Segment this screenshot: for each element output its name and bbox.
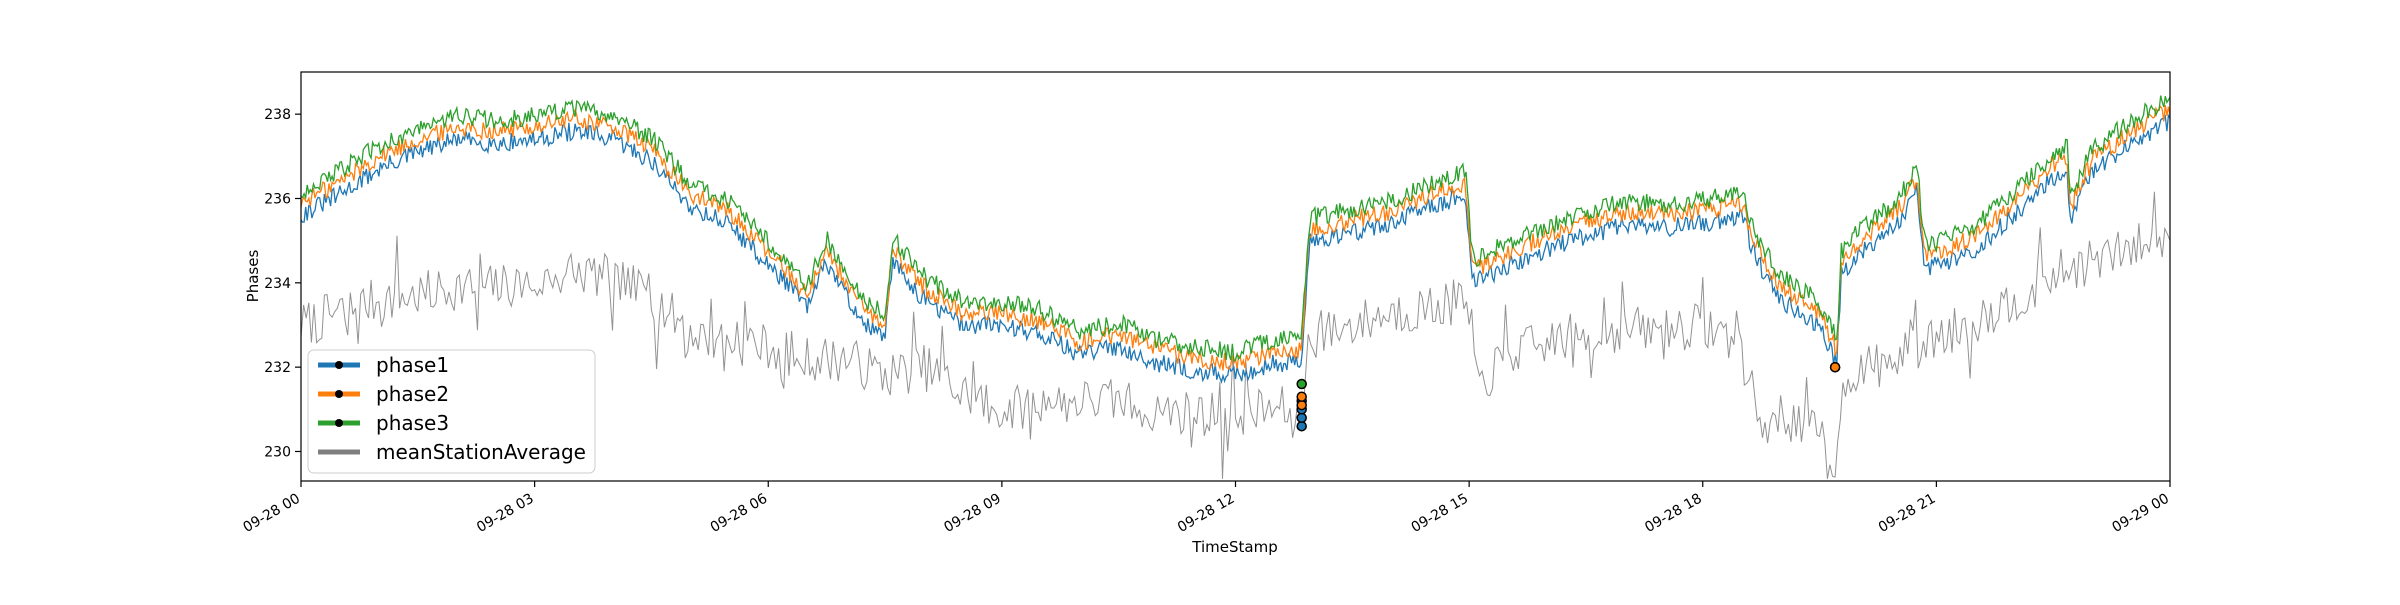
x-tick-label: 09-28 18 (1642, 491, 1705, 536)
y-tick-label: 230 (264, 444, 291, 460)
phase1-marker (1296, 420, 1307, 432)
y-tick-label: 238 (264, 107, 291, 123)
x-tick-label: 09-28 12 (1175, 491, 1238, 536)
y-tick-label: 232 (264, 360, 291, 376)
y-axis-ticks: 230 232 234 236 238 (264, 107, 301, 460)
mean-station-average-layer (300, 191, 2171, 479)
legend-label: meanStationAverage (376, 440, 586, 464)
phase1-line (300, 113, 2171, 385)
phase3-line (300, 95, 2171, 362)
legend-box (307, 349, 596, 474)
marker-layer (1296, 361, 1841, 432)
x-tick-label: 09-28 21 (1876, 491, 1939, 536)
phase2-marker (1829, 361, 1841, 373)
legend-label: phase3 (376, 411, 449, 435)
x-tick-label: 09-28 03 (474, 491, 537, 536)
legend-items: phase1 phase2 phase3 meanStationAverage (318, 353, 586, 464)
x-tick-label: 09-28 09 (941, 491, 1004, 536)
series-layer (300, 95, 2171, 385)
phase2-marker (1296, 391, 1307, 402)
mean-station-average-line (300, 191, 2171, 479)
legend-swatch-marker (335, 361, 343, 369)
y-tick-label: 236 (264, 191, 291, 207)
phase1-marker (1296, 412, 1307, 424)
legend-swatch-marker (335, 390, 343, 398)
phase2-line (300, 105, 2171, 371)
x-tick-label: 09-28 06 (708, 491, 771, 536)
legend: phase1 phase2 phase3 meanStationAverage (307, 349, 596, 474)
phase3-marker (1296, 378, 1307, 390)
legend-label: phase1 (376, 353, 449, 377)
y-axis-label: Phases (244, 250, 262, 303)
legend-label: phase2 (376, 382, 449, 406)
x-axis-label: TimeStamp (1191, 538, 1277, 556)
y-tick-label: 234 (264, 276, 291, 292)
x-tick-label: 09-29 00 (2109, 491, 2172, 536)
x-tick-label: 09-28 00 (240, 491, 303, 536)
legend-swatch-marker (335, 419, 343, 427)
x-tick-label: 09-28 15 (1409, 491, 1472, 536)
x-axis-ticks: 09-28 00 09-28 03 09-28 06 09-28 09 09-28 12… (240, 481, 2172, 536)
